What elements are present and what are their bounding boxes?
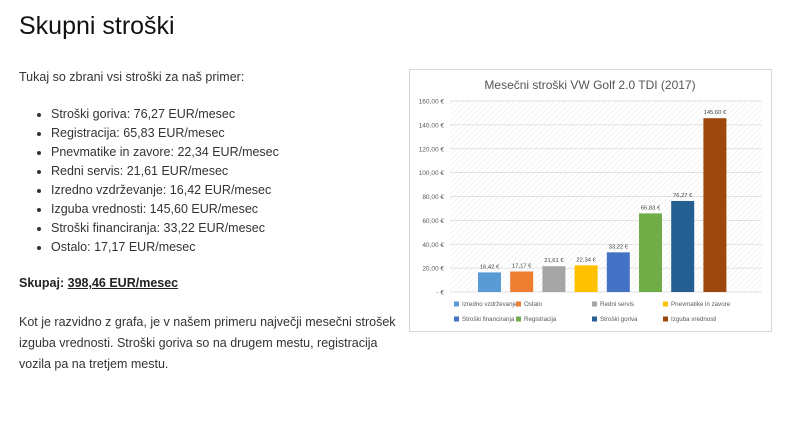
bar (542, 266, 566, 292)
cost-item-other: Ostalo: 17,17 EUR/mesec (37, 238, 279, 257)
y-tick-label: 120,00 € (419, 146, 445, 153)
total-line: Skupaj: 398,46 EUR/mesec (19, 276, 178, 290)
cost-item-registration: Registracija: 65,83 EUR/mesec (37, 124, 279, 143)
cost-item-regular-service: Redni servis: 21,61 EUR/mesec (37, 162, 279, 181)
legend-swatch (592, 301, 597, 307)
cost-item-depreciation: Izguba vrednosti: 145,60 EUR/mesec (37, 200, 279, 219)
cost-list: Stroški goriva: 76,27 EUR/mesec Registra… (19, 105, 279, 257)
bar (606, 252, 630, 292)
legend-entry: Stroški goriva (600, 316, 638, 323)
y-tick-label: 100,00 € (419, 170, 445, 177)
bar (703, 118, 727, 292)
chart-container: Mesečni stroški VW Golf 2.0 TDI (2017) -… (409, 69, 772, 332)
bar-value-label: 17,17 € (512, 264, 532, 270)
monthly-costs-chart: Mesečni stroški VW Golf 2.0 TDI (2017) -… (419, 78, 762, 323)
y-tick-label: 140,00 € (419, 122, 445, 129)
legend-swatch (454, 316, 459, 322)
bar (478, 272, 501, 292)
legend-swatch (663, 301, 668, 307)
legend-swatch (516, 316, 521, 322)
bar-value-label: 33,22 € (609, 244, 629, 250)
legend-swatch (592, 316, 597, 322)
bar-value-label: 22,34 € (576, 257, 596, 263)
y-tick-label: - € (436, 290, 444, 297)
bar-value-label: 16,42 € (480, 264, 500, 270)
y-tick-label: 40,00 € (422, 242, 444, 249)
legend-entry: Pnevmatike in zavore (671, 301, 731, 308)
cost-item-tires-brakes: Pnevmatike in zavore: 22,34 EUR/mesec (37, 143, 279, 162)
bar (510, 271, 534, 292)
bar-value-label: 145,60 € (704, 110, 727, 116)
bar (671, 200, 695, 292)
conclusion-text: Kot je razvidno z grafa, je v našem prim… (19, 315, 396, 371)
legend-entry: Ostalo (524, 301, 542, 308)
cost-item-extra-maintenance: Izredno vzdrževanje: 16,42 EUR/mesec (37, 181, 279, 200)
cost-item-financing: Stroški financiranja: 33,22 EUR/mesec (37, 219, 279, 238)
chart-title: Mesečni stroški VW Golf 2.0 TDI (2017) (484, 78, 695, 92)
legend-entry: Redni servis (600, 301, 634, 308)
y-tick-label: 160,00 € (419, 99, 445, 106)
y-tick-label: 80,00 € (422, 194, 444, 201)
legend-entry: Registracija (524, 316, 557, 323)
bar (574, 265, 598, 292)
y-tick-label: 60,00 € (422, 218, 444, 225)
legend-entry: Izredno vzdrževanje (462, 301, 518, 308)
total-value: 398,46 EUR/mesec (67, 276, 179, 290)
bar (639, 213, 662, 292)
bar-value-label: 76,27 € (673, 193, 693, 199)
legend-entry: Izguba vrednosti (671, 316, 716, 323)
page-title: Skupni stroški (19, 12, 175, 40)
intro-text: Tukaj so zbrani vsi stroški za naš prime… (19, 70, 245, 84)
cost-item-fuel: Stroški goriva: 76,27 EUR/mesec (37, 105, 279, 124)
legend-swatch (516, 301, 521, 307)
y-tick-label: 20,00 € (422, 266, 444, 273)
legend-swatch (663, 316, 668, 322)
total-label: Skupaj: (19, 276, 65, 290)
bar-value-label: 21,61 € (544, 258, 564, 264)
legend-entry: Stroški financiranja (462, 316, 515, 323)
legend-swatch (454, 301, 459, 307)
bar-value-label: 65,83 € (641, 205, 661, 211)
